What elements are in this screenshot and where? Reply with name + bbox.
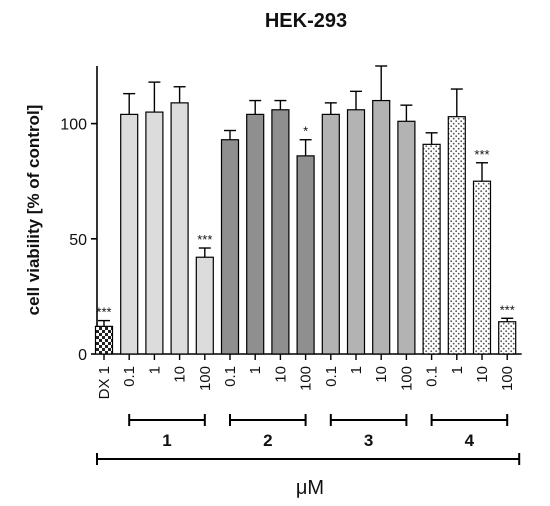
x-tick-label: 1 (146, 366, 163, 374)
x-tick-label: 100 (197, 366, 214, 391)
bar (220, 139, 240, 355)
bar (170, 102, 189, 355)
bar (321, 113, 340, 355)
significance-marker: *** (197, 232, 212, 247)
bar (271, 109, 290, 355)
y-tick-label: 0 (78, 347, 87, 364)
group-label: 3 (364, 431, 373, 450)
y-tick-label: 50 (69, 232, 87, 249)
x-tick-label: 1 (247, 366, 264, 374)
bar (422, 143, 441, 355)
group-label: 1 (162, 431, 171, 450)
x-tick-label: 0.1 (323, 366, 340, 387)
significance-marker: * (303, 124, 308, 139)
bar (120, 113, 139, 355)
bar (246, 113, 265, 355)
x-tick-label: 1 (348, 366, 365, 374)
x-tick-label: 100 (499, 366, 516, 391)
x-tick-label: 0.1 (121, 366, 138, 387)
x-tick-label: 10 (474, 366, 491, 383)
group-label: 2 (263, 431, 272, 450)
bar (195, 256, 214, 355)
x-tick-label: 10 (172, 366, 189, 383)
x-tick-label: 10 (373, 366, 390, 383)
y-tick-label: 100 (60, 117, 87, 134)
significance-marker: *** (96, 305, 111, 320)
x-tick-label: 1 (449, 366, 466, 374)
x-tick-label: DX 1 (96, 366, 113, 399)
bar (472, 180, 492, 355)
significance-marker: *** (474, 147, 489, 162)
bar (498, 321, 517, 355)
bar (145, 111, 164, 355)
x-tick-label: 100 (398, 366, 415, 391)
bar (397, 120, 416, 355)
significance-marker: *** (500, 302, 515, 317)
x-tick-label: 0.1 (424, 366, 441, 387)
bar (372, 99, 391, 355)
y-axis-label: cell viability [% of control] (24, 105, 43, 316)
bar (346, 109, 366, 355)
group-label: 4 (465, 431, 475, 450)
bar (296, 155, 315, 355)
bar (447, 116, 466, 355)
x-tick-label: 0.1 (222, 366, 239, 387)
bar (94, 325, 114, 355)
x-tick-label: 10 (272, 366, 289, 383)
x-tick-label: 100 (298, 366, 315, 391)
chart-title: HEK-293 (265, 10, 347, 32)
x-axis-label: μM (296, 477, 324, 499)
